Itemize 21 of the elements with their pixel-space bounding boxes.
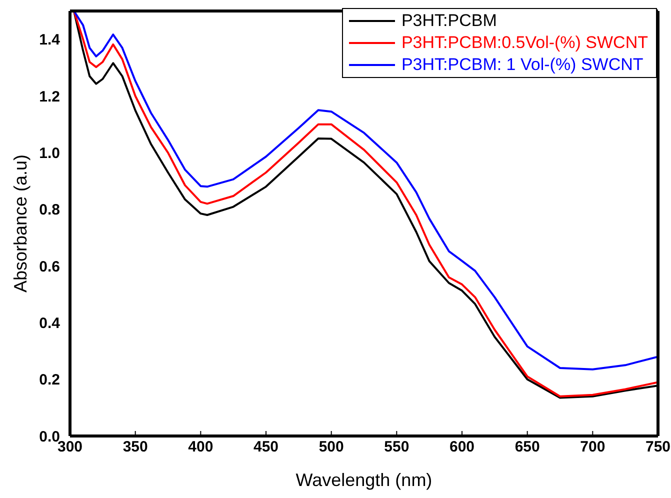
x-tick-label: 400	[188, 438, 214, 456]
y-tick-label: 1.2	[39, 88, 60, 106]
y-tick-label: 0.6	[39, 258, 60, 276]
legend-label: P3HT:PCBM: 1 Vol-(%) SWCNT	[401, 54, 644, 76]
x-tick-label: 600	[449, 438, 475, 456]
x-axis-title: Wavelength (nm)	[296, 470, 432, 490]
y-tick-label: 1.4	[39, 32, 61, 49]
x-tick-label: 750	[645, 438, 671, 456]
legend-label: P3HT:PCBM:0.5Vol-(%) SWCNT	[401, 32, 648, 54]
legend-label: P3HT:PCBM	[401, 10, 497, 32]
x-tick-label: 450	[253, 438, 279, 456]
x-tick-label: 350	[122, 438, 148, 456]
y-tick-label: 0.8	[39, 202, 60, 219]
y-tick-label: 1.0	[39, 144, 60, 162]
x-tick-label: 700	[580, 438, 606, 456]
y-axis-title: Absorbance (a.u)	[10, 154, 30, 293]
y-tick-label: 0.4	[39, 314, 61, 332]
x-tick-label: 500	[318, 438, 344, 456]
x-tick-label: 650	[514, 438, 540, 456]
y-tick-label: 0.2	[39, 372, 60, 389]
x-tick-label: 550	[384, 438, 410, 456]
